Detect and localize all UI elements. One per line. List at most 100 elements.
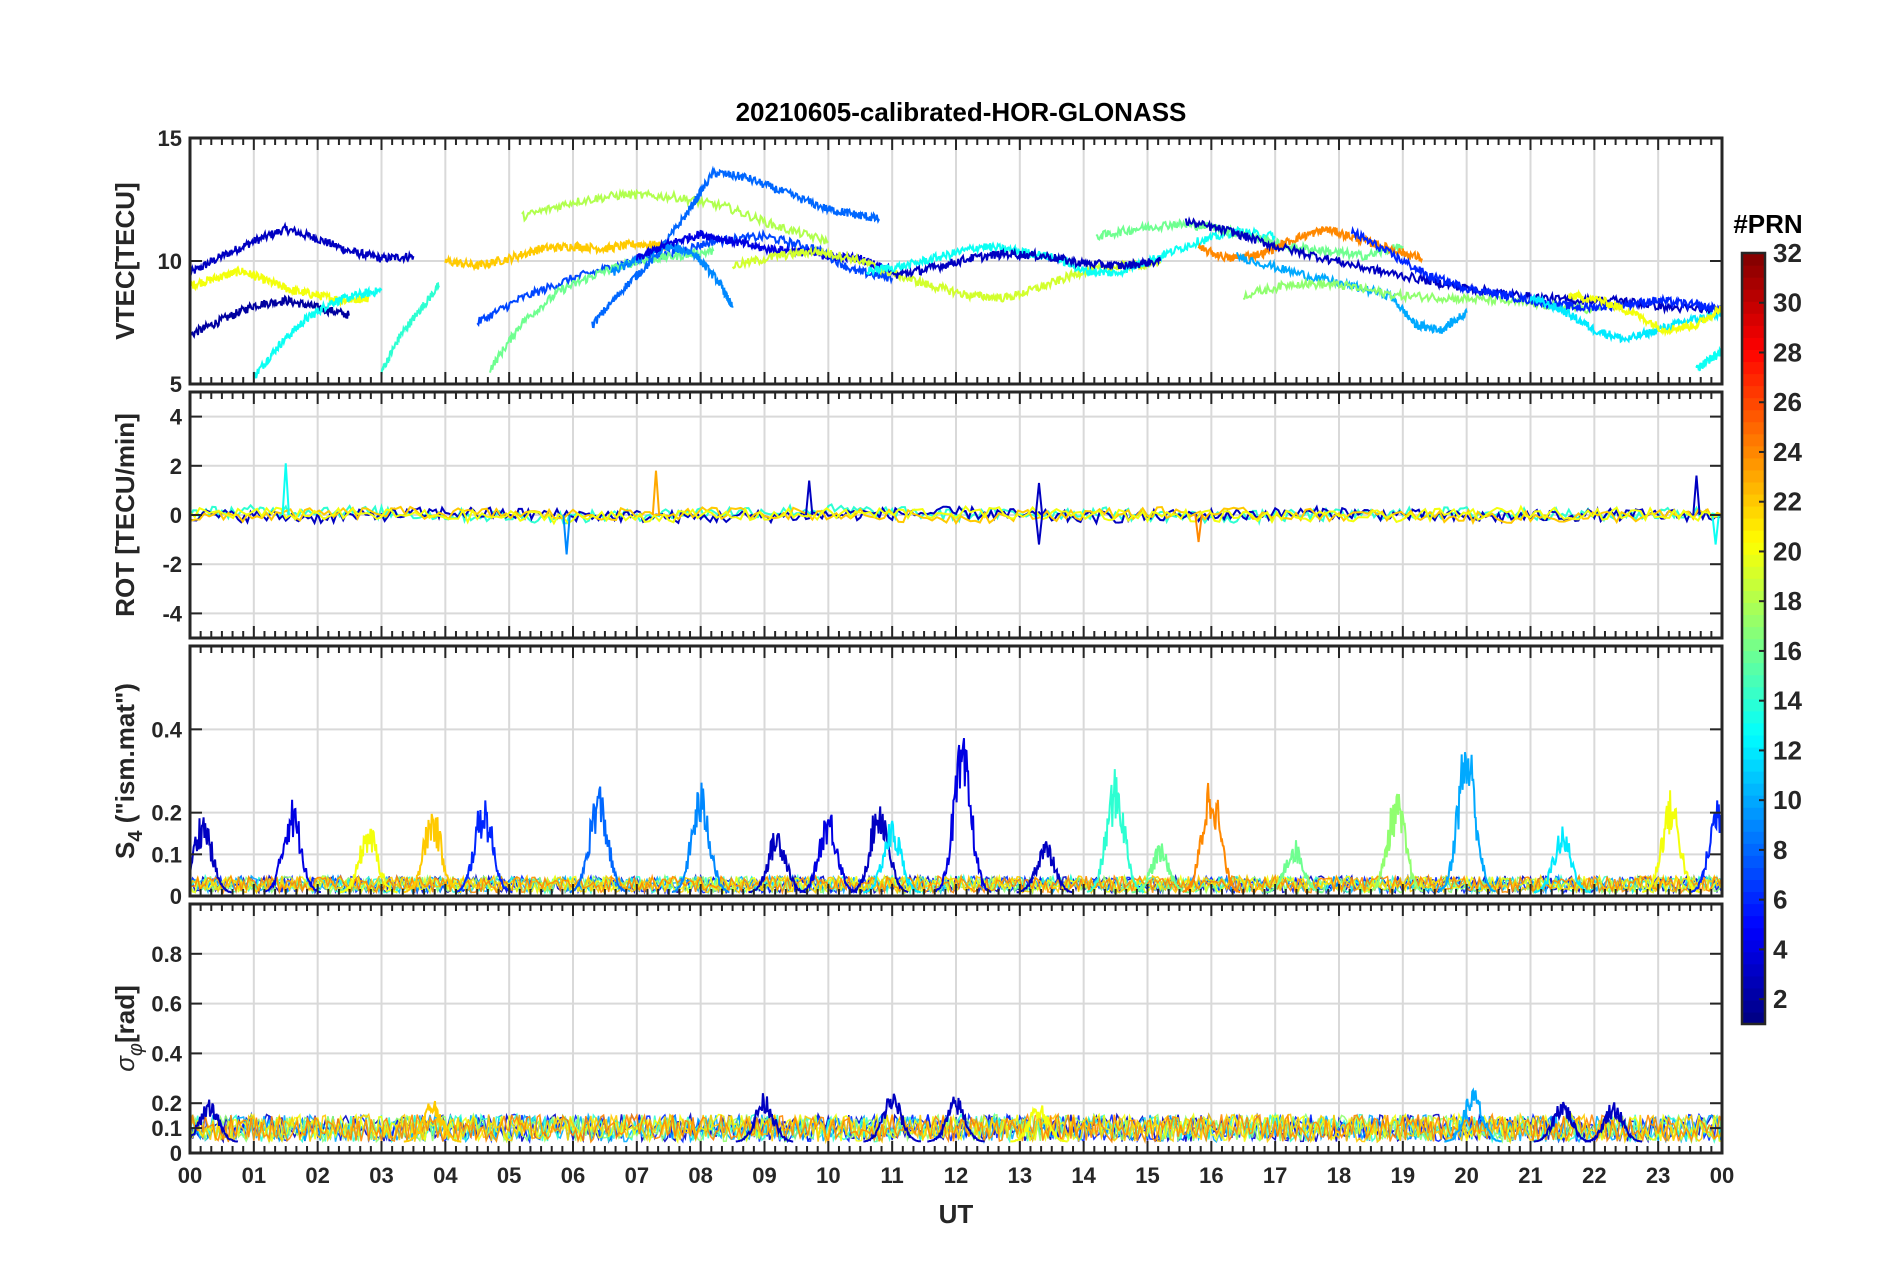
series-line-prn-20: [1567, 288, 1722, 337]
x-tick-label: 06: [561, 1163, 585, 1188]
x-tick-label: 20: [1454, 1163, 1478, 1188]
colorbar-segment: [1742, 951, 1765, 965]
y-tick-label: 0: [170, 884, 182, 909]
colorbar-segment: [1742, 373, 1765, 387]
burst-trace-prn-6: [1689, 800, 1722, 894]
x-tick-label: 02: [305, 1163, 329, 1188]
colorbar-segment: [1742, 614, 1765, 628]
colorbar-segment: [1742, 337, 1765, 350]
colorbar-segment: [1742, 831, 1765, 844]
y-axis-label: S4 ("ism.mat"): [110, 683, 147, 859]
burst-trace-prn-16: [1131, 843, 1190, 894]
burst-trace-prn-3: [1533, 1101, 1592, 1143]
colorbar-segment: [1742, 277, 1765, 290]
colorbar-segment: [1742, 505, 1765, 519]
colorbar-segment: [1742, 771, 1765, 784]
rot-spike: [281, 463, 290, 516]
colorbar-segment: [1742, 433, 1765, 447]
burst-trace-prn-3: [190, 817, 232, 894]
colorbar-segment: [1742, 457, 1765, 471]
burst-trace-prn-6: [454, 800, 513, 894]
rot-spike: [651, 470, 661, 516]
colorbar-segment: [1742, 843, 1765, 856]
burst-trace-prn-10: [1437, 752, 1496, 893]
y-tick-label: 0.8: [151, 942, 182, 967]
y-tick-label: 0.6: [151, 992, 182, 1017]
colorbar-segment: [1742, 301, 1765, 314]
y-tick-label: 0.1: [151, 842, 182, 867]
burst-trace-prn-22: [403, 813, 462, 894]
y-tick-label: 4: [170, 405, 183, 430]
burst-trace-prn-3: [1584, 1102, 1643, 1143]
colorbar-segment: [1742, 903, 1765, 917]
colorbar-segment: [1742, 542, 1765, 555]
colorbar-segment: [1742, 361, 1765, 375]
x-tick-label: 09: [752, 1163, 776, 1188]
rot-spike: [562, 514, 571, 555]
series-line-prn-2: [190, 294, 350, 339]
plot-area-rot: [190, 463, 1722, 555]
burst-trace-prn-3: [735, 1093, 794, 1143]
burst-trace-prn-3: [850, 806, 909, 894]
x-tick-label: 23: [1646, 1163, 1670, 1188]
colorbar-segment: [1742, 722, 1765, 736]
colorbar-segment: [1742, 879, 1765, 893]
colorbar-segment: [1742, 915, 1765, 929]
colorbar-segment: [1742, 253, 1765, 266]
colorbar-tick-label: 18: [1773, 586, 1802, 616]
colorbar-tick-label: 24: [1773, 437, 1802, 467]
colorbar-segment: [1742, 602, 1765, 616]
x-tick-label: 17: [1263, 1163, 1287, 1188]
x-tick-label: 05: [497, 1163, 521, 1188]
colorbar-segment: [1742, 421, 1765, 435]
x-tick-label: 15: [1135, 1163, 1159, 1188]
colorbar-tick-label: 26: [1773, 387, 1802, 417]
colorbar-segment: [1742, 758, 1765, 772]
colorbar-segment: [1742, 578, 1765, 591]
y-tick-label: 0.2: [151, 801, 182, 826]
burst-trace-prn-10: [1444, 1087, 1503, 1143]
x-tick-label: 21: [1518, 1163, 1542, 1188]
colorbar-tick-label: 16: [1773, 636, 1802, 666]
colorbar-title: #PRN: [1733, 209, 1802, 239]
colorbar-segment: [1742, 698, 1765, 712]
colorbar-tick-label: 20: [1773, 536, 1802, 566]
burst-trace-prn-8: [569, 786, 628, 894]
colorbar-segment: [1742, 734, 1765, 748]
burst-trace-prn-24: [1182, 782, 1241, 893]
burst-trace-prn-22: [403, 1100, 462, 1143]
y-tick-label: 0.2: [151, 1091, 182, 1116]
y-tick-label: -2: [162, 552, 182, 577]
colorbar-tick-label: 12: [1773, 735, 1802, 765]
colorbar-tick-label: 10: [1773, 785, 1802, 815]
series-line-prn-13: [252, 285, 383, 379]
colorbar-segment: [1742, 650, 1765, 664]
colorbar-segment: [1742, 999, 1765, 1013]
burst-trace-prn-3: [1016, 841, 1075, 894]
colorbar-tick-label: 6: [1773, 885, 1787, 915]
colorbar-segment: [1742, 710, 1765, 724]
colorbar-segment: [1742, 867, 1765, 881]
series-line-prn-3: [891, 247, 1162, 279]
burst-trace-prn-12: [863, 820, 922, 894]
panel-s4: 0 0.1 0.2 0.4S4 ("ism.mat"): [110, 644, 1724, 909]
burst-trace-prn-3: [748, 832, 807, 894]
y-tick-label: 10: [158, 249, 182, 274]
panel-rot: -4 -2 0 2 4 ROT [TECU/min]: [110, 390, 1724, 640]
colorbar-segment: [1742, 674, 1765, 688]
x-tick-label: 12: [944, 1163, 968, 1188]
y-axis-label: σφ[rad]: [110, 985, 147, 1072]
chart-title: 20210605-calibrated-HOR-GLONASS: [736, 97, 1187, 127]
x-axis: 00 01 02 03 04 05 06 07 08 09 10 11 12 13 14 15 16 17 18 19…: [178, 1163, 1734, 1229]
colorbar-segment: [1742, 807, 1765, 820]
colorbar-segment: [1742, 626, 1765, 640]
y-tick-label: 5: [170, 372, 182, 397]
colorbar-tick-label: 8: [1773, 835, 1787, 865]
colorbar-segment: [1742, 530, 1765, 543]
colorbar-segment: [1742, 795, 1765, 808]
rot-spike: [804, 480, 814, 516]
colorbar-tick-label: 30: [1773, 288, 1802, 318]
